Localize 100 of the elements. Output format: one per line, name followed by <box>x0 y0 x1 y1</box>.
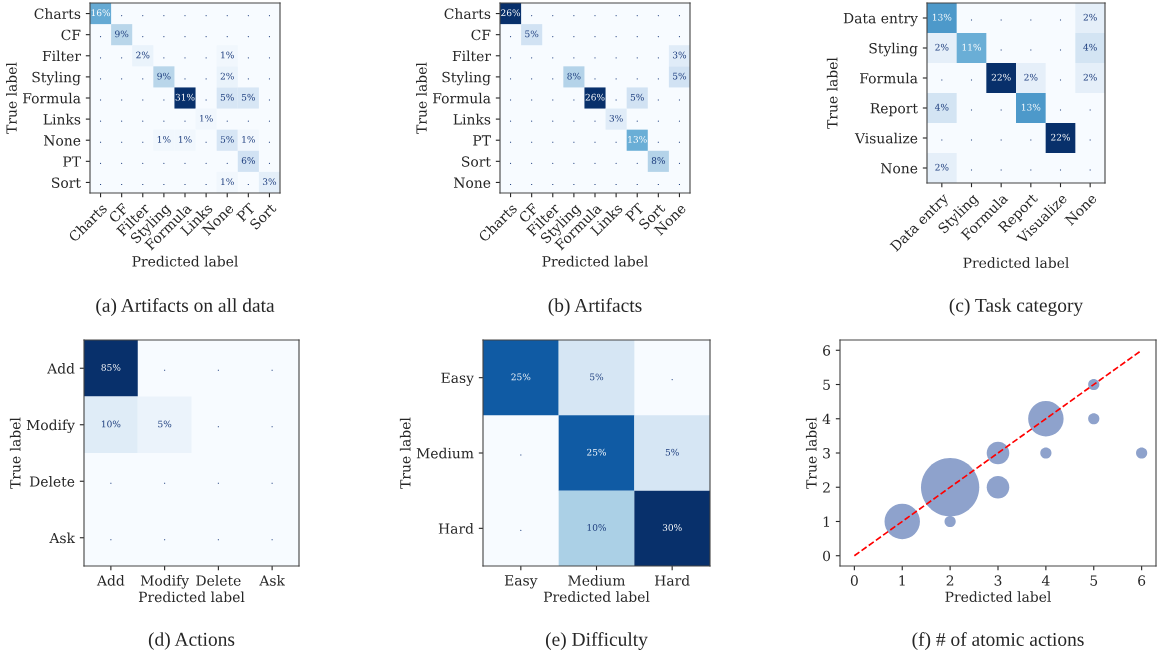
text: . <box>99 120 102 122</box>
text: . <box>520 529 522 531</box>
text: . <box>615 183 617 186</box>
text: . <box>99 78 102 80</box>
text: . <box>657 183 659 186</box>
text: (d) Actions <box>148 632 235 650</box>
text: . <box>110 482 112 484</box>
text: . <box>678 36 681 38</box>
text: . <box>205 57 207 59</box>
text: . <box>184 57 186 59</box>
text: . <box>941 79 943 81</box>
y-tick-label: Add <box>47 362 75 374</box>
data-label: 3% <box>262 178 277 186</box>
data-label: 5% <box>525 30 539 38</box>
data-label: 4% <box>934 103 949 111</box>
y-tick-label: Delete <box>29 475 75 487</box>
text: . <box>509 120 512 122</box>
text: . <box>142 183 144 186</box>
data-label: 13% <box>932 13 952 21</box>
y-tick-label: Hard <box>438 523 474 534</box>
text: . <box>531 183 533 186</box>
text: . <box>594 57 596 59</box>
text: . <box>226 120 228 122</box>
data-label: 8% <box>651 157 665 164</box>
text: . <box>205 183 207 186</box>
y-tick-label: Visualize <box>854 132 918 144</box>
y-axis-title: True label <box>805 417 817 489</box>
text: . <box>657 120 659 122</box>
x-axis-title: Predicted label <box>543 591 650 602</box>
y-tick-label: Sort <box>462 156 491 167</box>
y-tick-label: Styling <box>869 42 918 57</box>
text: . <box>552 120 554 122</box>
text: . <box>615 36 617 38</box>
text: . <box>121 99 123 101</box>
text: . <box>657 78 659 80</box>
data-label: 1% <box>200 114 213 122</box>
text: . <box>594 162 596 164</box>
x-tick-label: Easy <box>504 575 538 589</box>
data-label: 2% <box>220 72 234 80</box>
text: . <box>657 57 659 59</box>
data-label: 5% <box>220 136 234 143</box>
data-label: 10% <box>587 524 607 531</box>
text: . <box>268 141 271 143</box>
text: . <box>1059 49 1062 51</box>
data-label: 22% <box>991 73 1011 81</box>
text: . <box>678 141 681 143</box>
y-tick-label: 2 <box>823 482 830 493</box>
text: . <box>142 15 144 17</box>
x-tick-label: Medium <box>568 575 626 586</box>
x-tick-label: Hard <box>654 575 690 586</box>
text: . <box>1059 109 1062 111</box>
text: . <box>1000 139 1002 141</box>
x-tick-label: 3 <box>994 575 1002 586</box>
x-axis-title: Predicted label <box>963 257 1069 269</box>
text: . <box>1089 169 1091 171</box>
y-tick-label: Charts <box>34 8 81 20</box>
y-tick-label: 3 <box>823 447 830 459</box>
y-tick-label: Easy <box>441 372 474 386</box>
text: . <box>531 120 533 122</box>
text: . <box>184 183 186 186</box>
text: . <box>1059 169 1062 171</box>
text: (b) Artifacts <box>548 298 642 316</box>
text: . <box>184 120 186 122</box>
data-label: 5% <box>590 373 604 381</box>
text: . <box>573 162 575 164</box>
data-label: 30% <box>662 524 682 531</box>
text: . <box>142 141 144 143</box>
x-tick-label: 0 <box>850 575 858 586</box>
text: . <box>573 57 575 59</box>
y-tick-label: Filter <box>42 50 81 62</box>
text: . <box>1059 79 1062 81</box>
y-tick-label: PT <box>63 156 81 167</box>
text: . <box>509 78 512 80</box>
text: . <box>217 369 219 371</box>
x-tick-label: 1 <box>899 575 905 586</box>
text: . <box>552 162 554 164</box>
data-label: 1% <box>157 136 171 143</box>
text: . <box>142 99 144 101</box>
text: . <box>99 162 102 164</box>
text: . <box>970 19 973 21</box>
text: . <box>1030 169 1032 171</box>
text: . <box>509 36 512 38</box>
text: . <box>657 36 659 38</box>
text: . <box>110 539 112 541</box>
text: . <box>615 15 617 17</box>
text: . <box>594 36 596 38</box>
text: . <box>99 99 102 101</box>
text: . <box>226 162 228 164</box>
text: . <box>615 99 617 101</box>
text: . <box>509 162 512 164</box>
x-tick-label: Delete <box>196 575 241 586</box>
text: . <box>99 57 102 59</box>
text: (f) # of atomic actions <box>912 632 1084 650</box>
data-label: 9% <box>115 30 129 38</box>
data-label: 6% <box>241 157 255 164</box>
y-axis-title: True label <box>9 417 21 489</box>
text: . <box>142 36 144 38</box>
text: . <box>271 482 273 484</box>
text: . <box>142 120 144 122</box>
text: . <box>636 36 638 38</box>
